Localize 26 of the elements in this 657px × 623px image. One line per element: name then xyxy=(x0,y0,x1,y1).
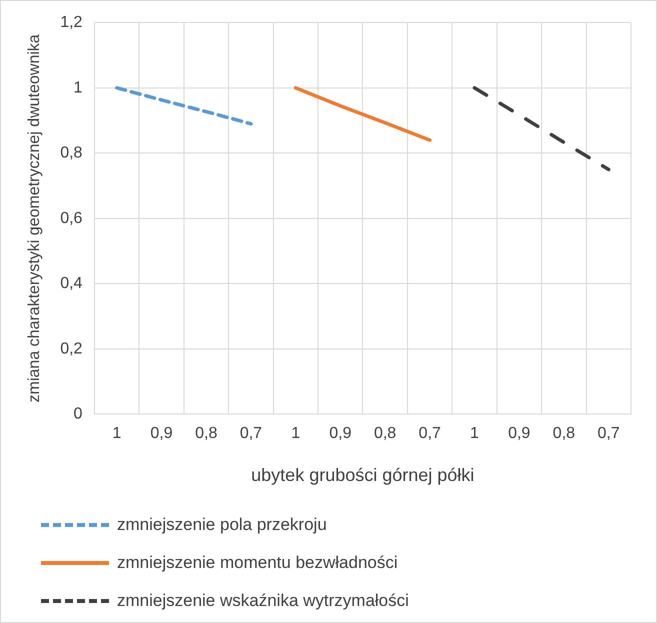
x-tick-label: 0,7 xyxy=(598,425,620,442)
x-tick-label: 0,9 xyxy=(508,425,530,442)
x-tick-label: 1 xyxy=(112,425,122,442)
y-tick-label: 1,2 xyxy=(60,14,83,32)
y-tick-label: 0,8 xyxy=(60,144,83,162)
x-tick-label: 1 xyxy=(470,425,480,442)
y-tick-label: 1 xyxy=(74,79,83,96)
x-tick-label: 0,9 xyxy=(329,425,352,442)
x-tick-label: 0,8 xyxy=(374,425,396,442)
line-series xyxy=(115,86,253,126)
x-tick-label: 0,8 xyxy=(552,425,576,442)
legend-label: zmniejszenie pola przekroju xyxy=(117,515,327,535)
x-tick-label: 0,7 xyxy=(418,425,442,442)
y-tick-label: 0,2 xyxy=(60,340,83,358)
x-tick-label: 0,9 xyxy=(150,425,173,442)
legend-label: zmniejszenie wskaźnika wytrzymałości xyxy=(117,591,409,611)
y-tick-label: 0,4 xyxy=(60,275,83,292)
x-tick-label: 0,8 xyxy=(195,425,218,442)
line-series xyxy=(472,86,610,172)
x-tick-label: 0,7 xyxy=(240,425,262,442)
y-axis-title: zmiana charakterystyki geometrycznej dwuteownika xyxy=(26,34,44,402)
x-tick-label: 1 xyxy=(291,425,300,442)
x-axis-title: ubytek grubości górnej półki xyxy=(251,465,474,486)
y-tick-label: 0,6 xyxy=(60,210,83,227)
y-tick-label: 0 xyxy=(74,406,83,423)
legend-label: zmniejszenie momentu bezwładności xyxy=(117,553,398,573)
